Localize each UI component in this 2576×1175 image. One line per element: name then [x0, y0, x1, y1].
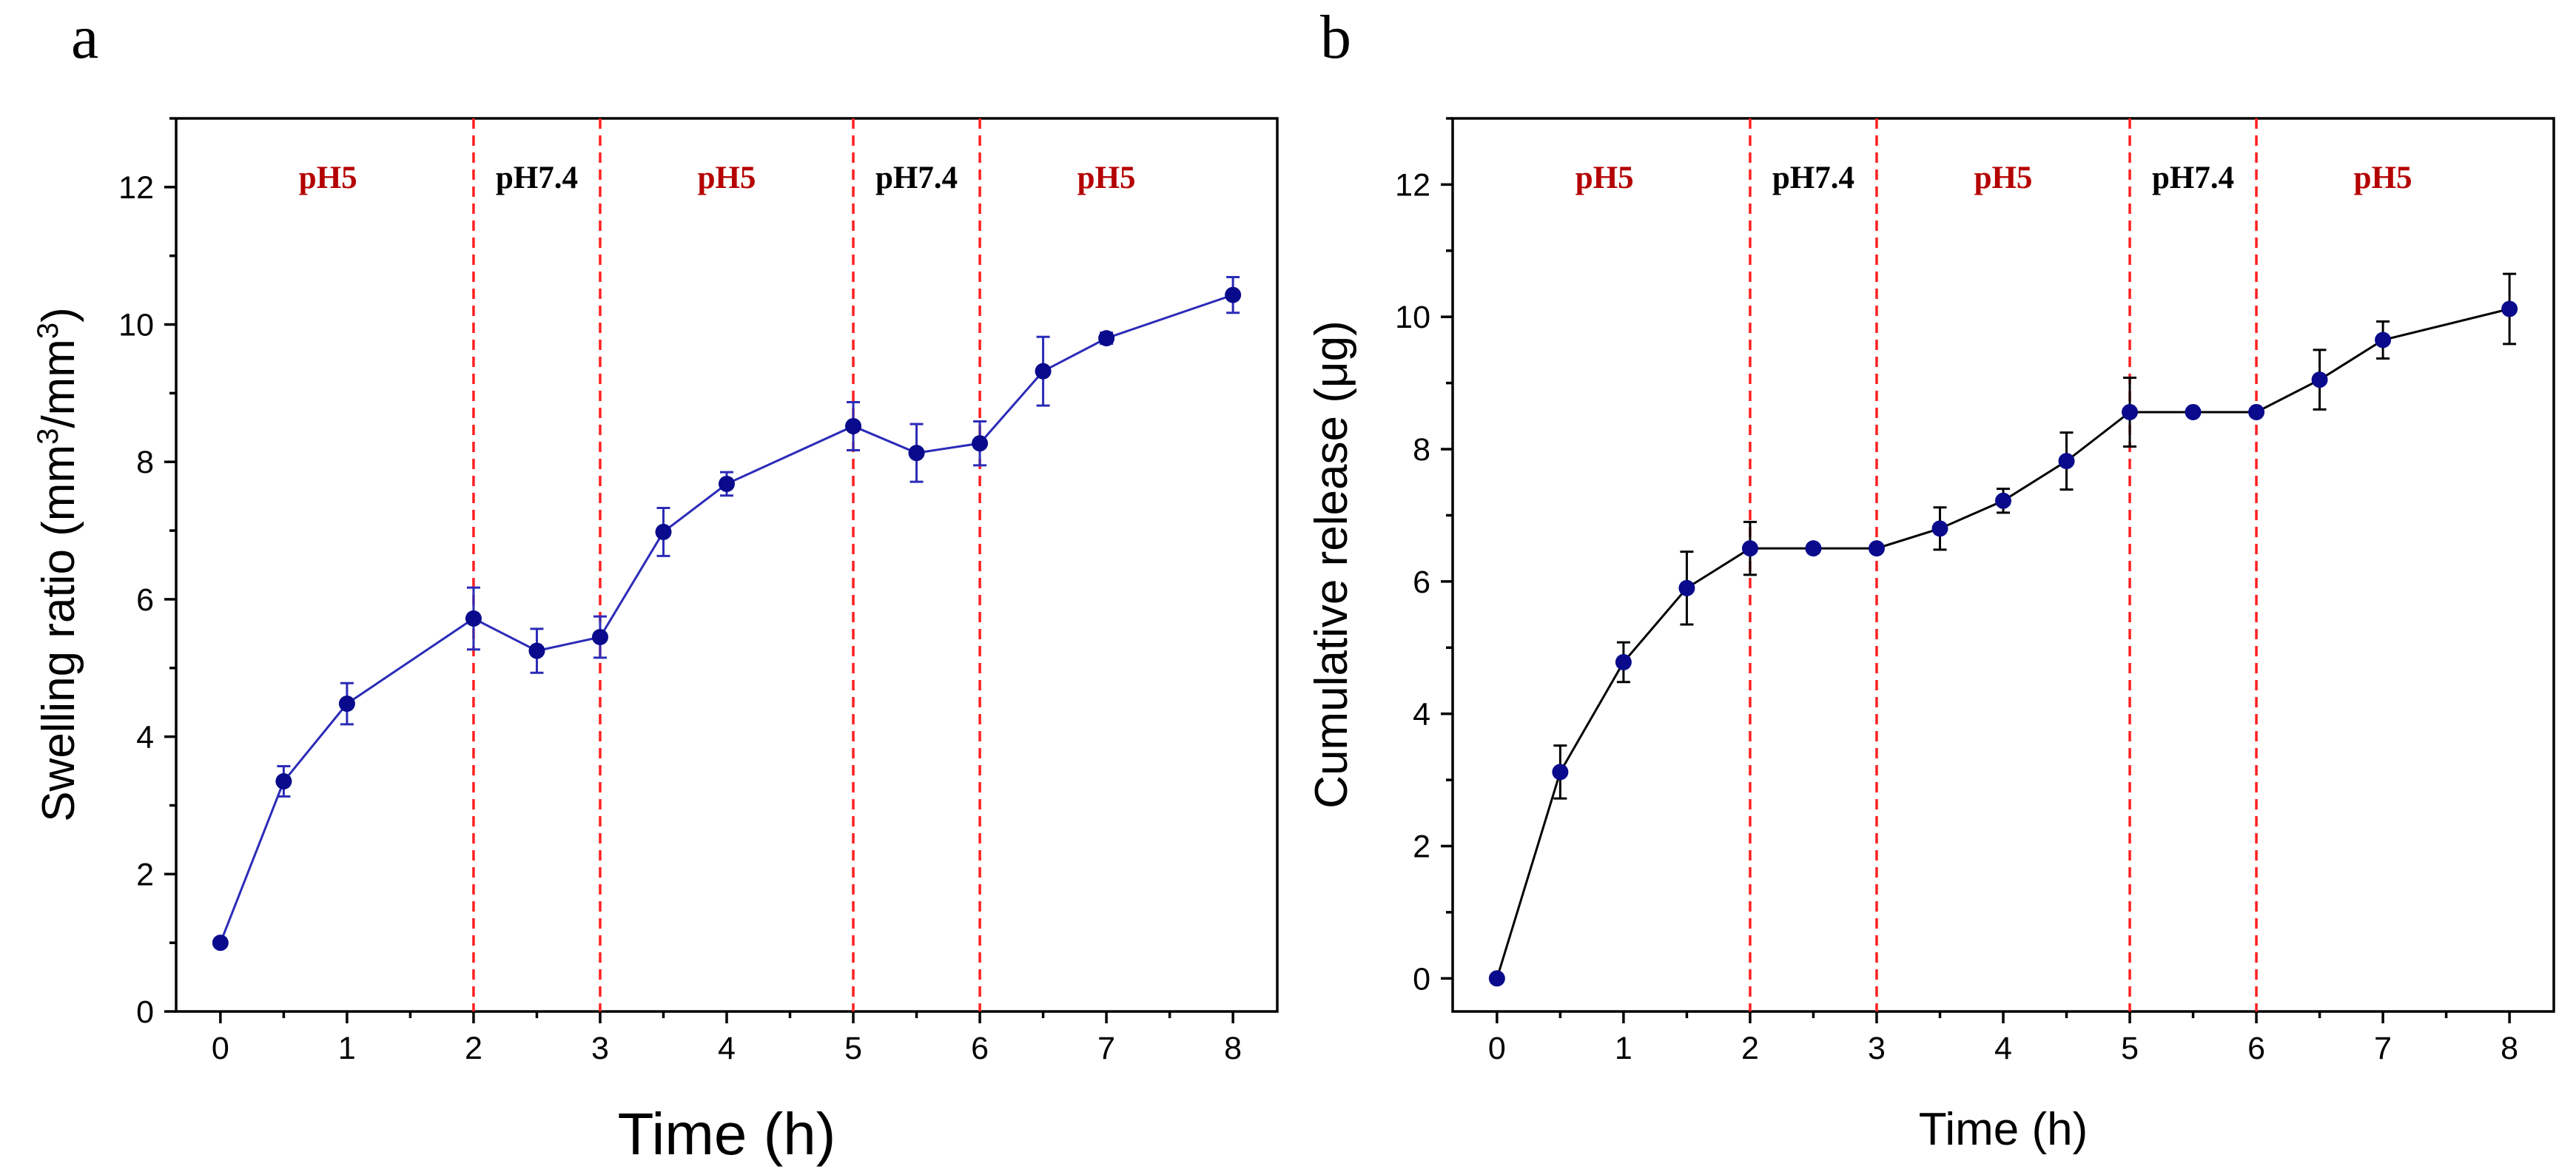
panel-b-x-tick-label: 6	[2247, 1031, 2265, 1066]
panel-a-data-point	[908, 445, 925, 462]
panel-a-region-label: pH5	[698, 161, 756, 195]
panel-a-plot-frame	[175, 117, 1279, 1013]
panel-b-x-tick-label: 4	[1994, 1031, 2012, 1066]
panel-b-y-tick-label: 2	[1413, 829, 1430, 864]
panel-b-x-tick-label: 1	[1615, 1031, 1632, 1066]
panel-b-x-tick-label: 8	[2501, 1031, 2518, 1066]
panel-b-y-tick-label: 12	[1395, 167, 1430, 203]
panel-a-data-point	[1035, 363, 1052, 380]
panel-a-x-tick-label: 1	[338, 1031, 356, 1066]
panel-a-data-point	[719, 475, 735, 492]
panel-b-region-label: pH7.4	[2152, 161, 2234, 195]
panel-b-data-point	[1931, 520, 1948, 537]
panel-b-y-tick-label: 10	[1395, 300, 1430, 335]
panel-b-data-point	[1805, 540, 1822, 557]
panel-a-data-point	[1225, 286, 1242, 303]
panel-a-y-tick-label: 12	[118, 170, 154, 206]
panel-a-x-tick-label: 3	[591, 1031, 609, 1066]
panel-b-y-tick-label: 4	[1413, 697, 1430, 733]
panel-a-data-point	[528, 642, 545, 659]
panel-b-y-tick-label: 8	[1413, 432, 1430, 468]
panel-a-data-point	[655, 523, 672, 540]
panel-b-y-axis-title: Cumulative release (μg)	[1306, 320, 1357, 808]
panel-a-data-point	[591, 628, 608, 645]
panel-a-y-axis-title-sup1: 3	[32, 428, 64, 445]
panel-b-data-point	[2501, 300, 2518, 317]
panel-a-data-point	[845, 417, 862, 434]
panel-a-series-line	[219, 294, 1234, 943]
panel-a-x-tick-label: 0	[212, 1031, 229, 1066]
panel-a-x-tick-label: 2	[465, 1031, 482, 1066]
panel-a-data-point	[212, 935, 229, 952]
panel-b-y-tick-label: 6	[1413, 565, 1430, 600]
panel-a-x-tick-label: 4	[718, 1031, 736, 1066]
panel-b-region-label: pH5	[1974, 161, 2033, 195]
panel-b-series-line	[1496, 308, 2510, 979]
panel-a-y-tick-label: 4	[136, 720, 154, 755]
panel-b-data-point	[1678, 579, 1695, 596]
panel-b-data-point	[1741, 540, 1758, 557]
panel-a-data-point	[275, 772, 292, 789]
panel-a-y-tick-label: 8	[136, 445, 154, 480]
panel-a-y-tick-label: 2	[136, 857, 154, 892]
panel-a-label: a	[71, 3, 98, 72]
panel-b-data-point	[2375, 331, 2392, 349]
panel-a-x-tick-label: 8	[1224, 1031, 1242, 1066]
panel-a-x-tick-label: 7	[1097, 1031, 1115, 1066]
panel-a-x-tick-label: 6	[971, 1031, 989, 1066]
panel-b-data-point	[1868, 540, 1885, 557]
panel-a-data-point	[1098, 330, 1115, 347]
panel-b-data-point	[2248, 403, 2265, 420]
panel-a-data-point	[338, 696, 355, 713]
panel-a-region-label: pH5	[1077, 161, 1136, 195]
panel-b-region-label: pH5	[1575, 161, 1634, 195]
panel-b-y-tick-label: 0	[1413, 961, 1430, 997]
panel-a-y-tick-label: 6	[136, 582, 154, 618]
panel-b-x-tick-label: 0	[1488, 1031, 1506, 1066]
panel-b-data-point	[2185, 403, 2202, 420]
panel-a-x-tick-label: 5	[844, 1031, 862, 1066]
panel-b-data-point	[1552, 764, 1569, 781]
panel-b-data-point	[2311, 371, 2328, 388]
panel-b-data-point	[1995, 492, 2011, 509]
panel-a-y-axis-title-prefix: Swelling ratio (mm	[33, 445, 84, 822]
panel-b-data-point	[2122, 403, 2139, 420]
panel-a-y-axis-title-sup2: 3	[32, 323, 64, 339]
panel-a-data-point	[465, 610, 482, 627]
panel-a-y-axis-title-suffix: )	[33, 307, 84, 323]
panel-a-region-label: pH7.4	[875, 161, 958, 195]
panel-b-x-axis-title: Time (h)	[1919, 1104, 2088, 1155]
panel-a-y-tick-label: 0	[136, 994, 154, 1030]
panel-a-y-axis-title: Swelling ratio (mm3/mm3)	[32, 307, 84, 822]
panel-b-x-tick-label: 7	[2374, 1031, 2392, 1066]
panel-b-region-label: pH7.4	[1772, 161, 1854, 195]
panel-b-data-point	[1488, 970, 1505, 987]
panel-b-x-tick-label: 2	[1741, 1031, 1759, 1066]
panel-a-y-tick-label: 10	[118, 308, 154, 343]
panel-a-region-label: pH5	[299, 161, 357, 195]
panel-b-x-tick-label: 5	[2121, 1031, 2139, 1066]
panel-a-x-axis-title: Time (h)	[618, 1101, 836, 1167]
panel-a-data-point	[972, 435, 989, 452]
panel-b-x-tick-label: 3	[1868, 1031, 1886, 1066]
panel-b-data-point	[1615, 653, 1632, 670]
panel-b-data-point	[2058, 453, 2075, 470]
panel-a-region-label: pH7.4	[496, 161, 578, 195]
panel-b-region-label: pH5	[2354, 161, 2412, 195]
panel-b-label: b	[1320, 3, 1351, 72]
panel-b-plot-frame	[1451, 117, 2555, 1013]
panel-a-y-axis-title-middle: /mm	[33, 339, 84, 428]
